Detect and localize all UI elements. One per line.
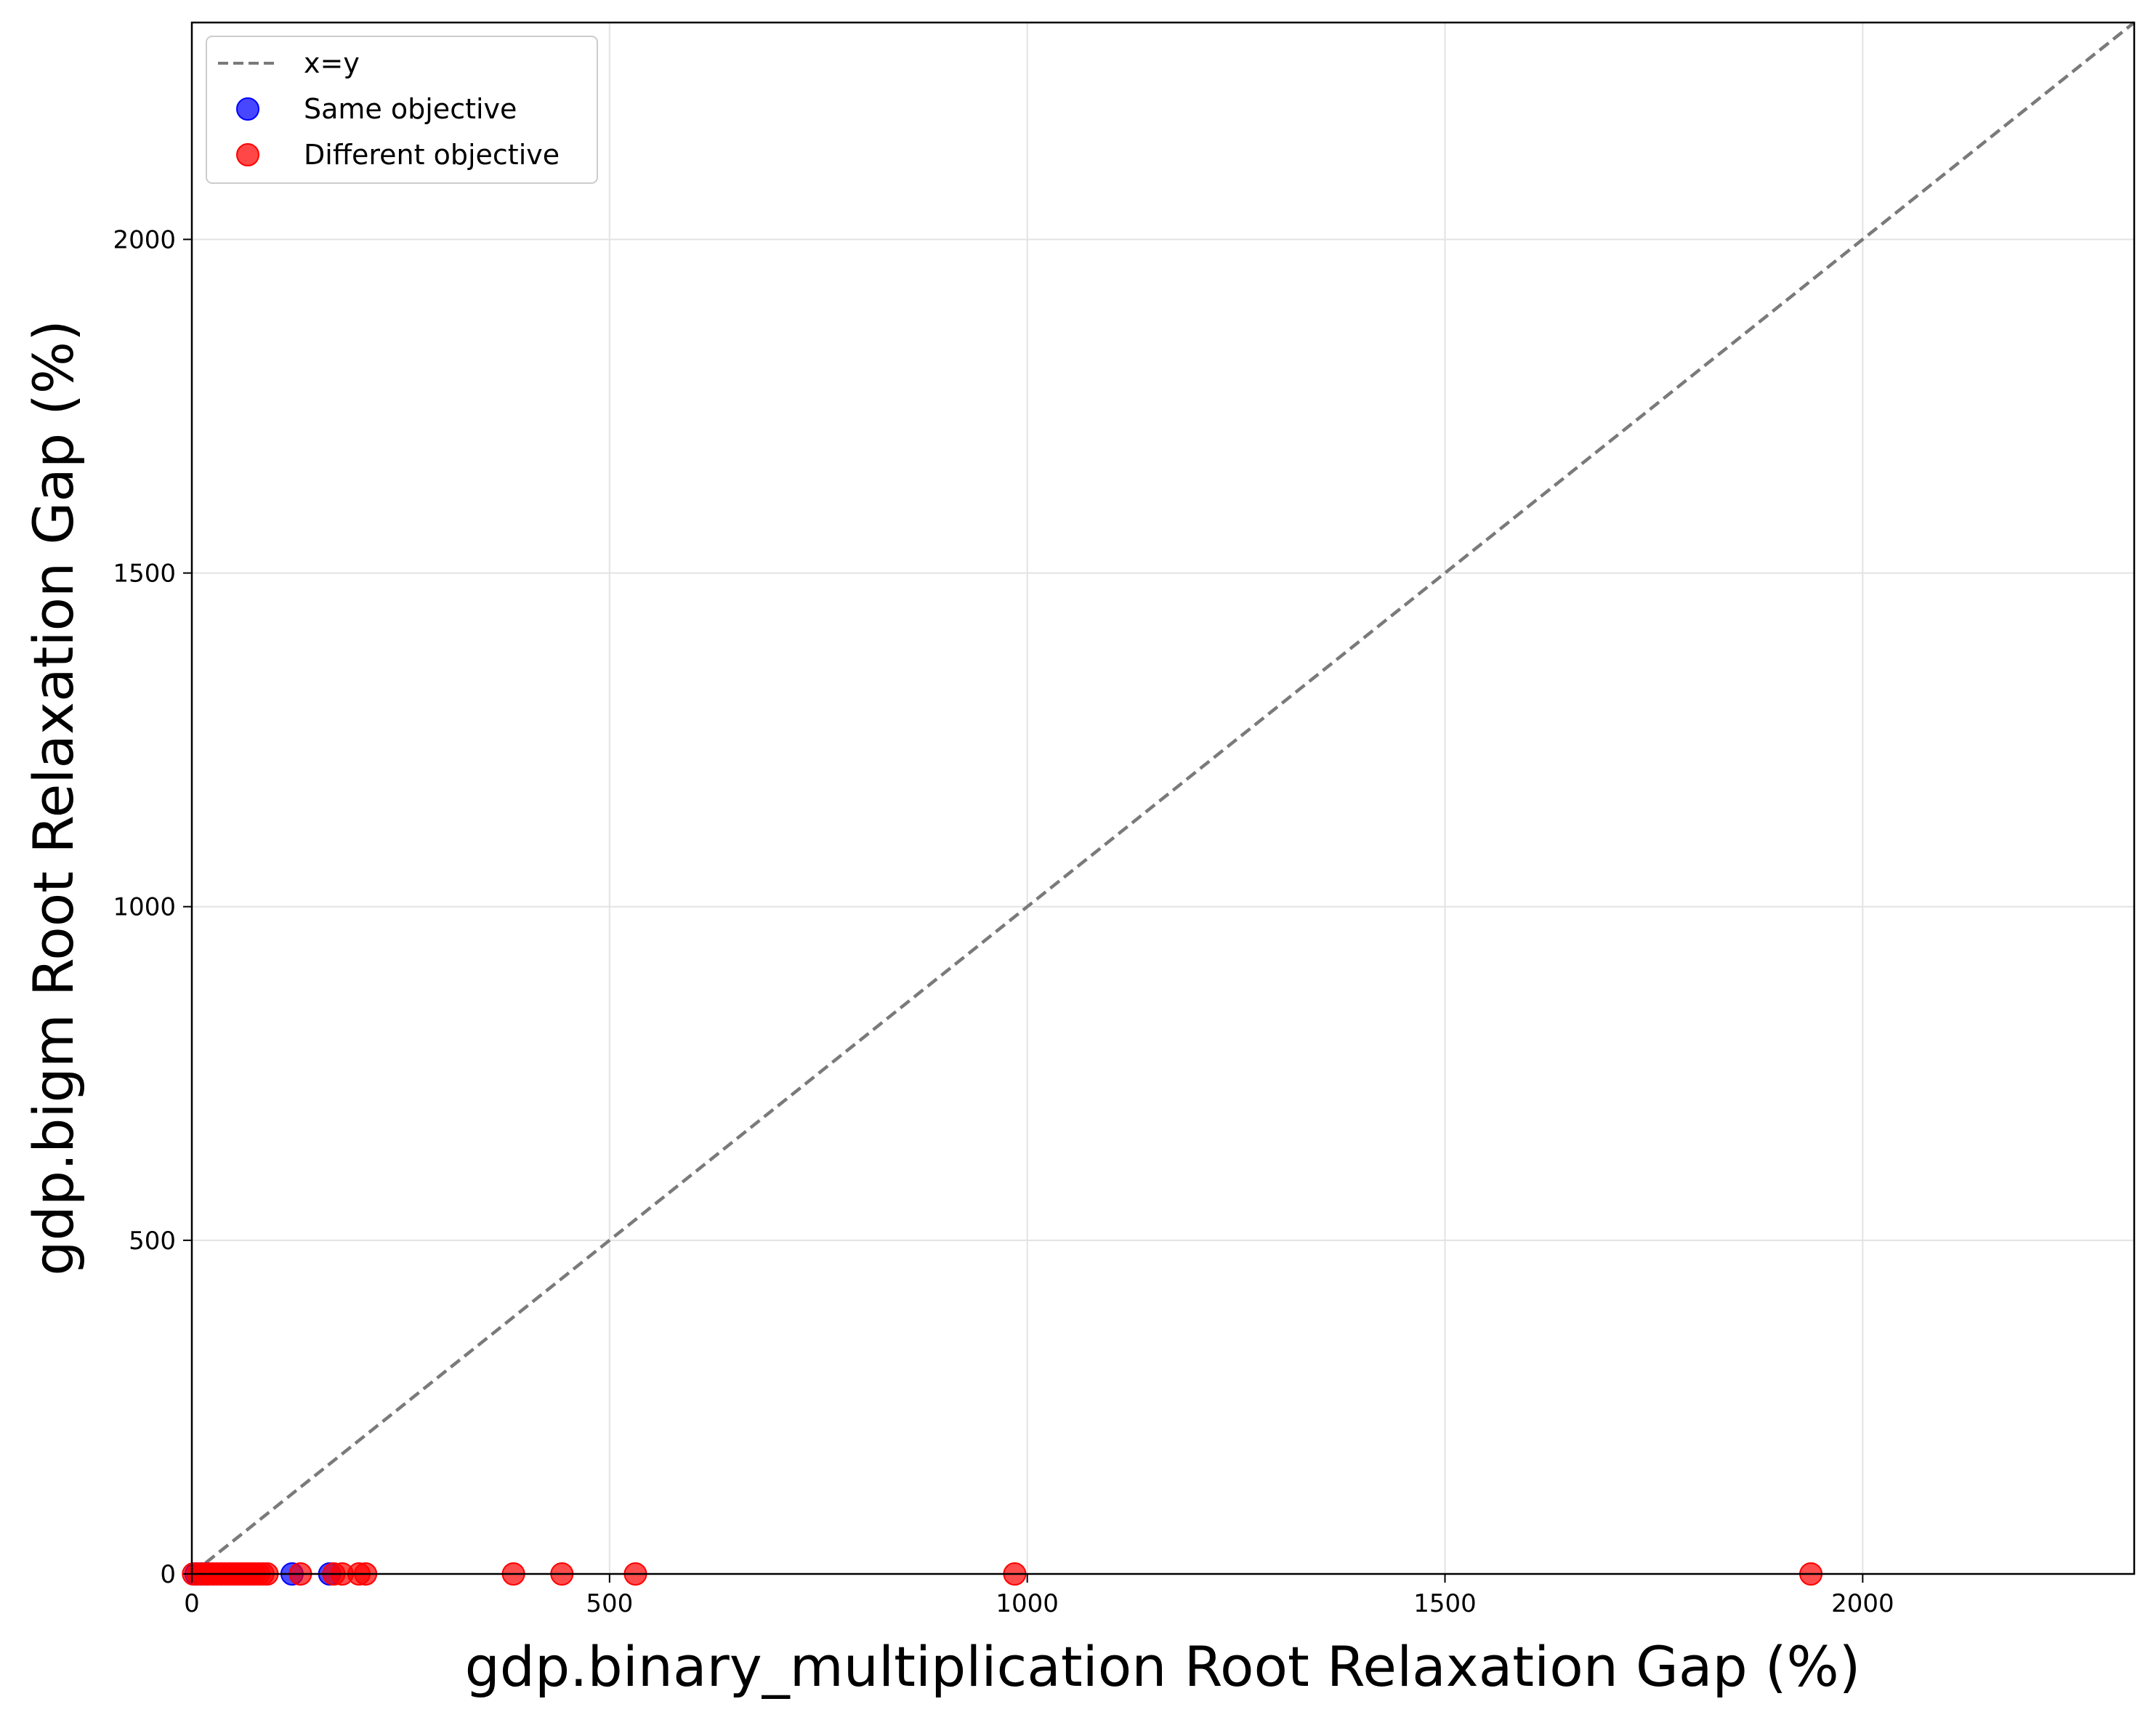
legend-label-same-objective: Same objective [304, 93, 517, 125]
legend: x=y Same objective Different objective [206, 36, 598, 184]
legend-box [206, 36, 598, 184]
x-tick-label: 2000 [1831, 1589, 1894, 1618]
x-tick-label: 1500 [1413, 1589, 1477, 1618]
x-axis-title: gdp.binary_multiplication Root Relaxatio… [465, 1634, 1861, 1699]
x-axis-ticks: 0 500 1000 1500 2000 [184, 1574, 1894, 1618]
y-axis-title: gdp.bigm Root Relaxation Gap (%) [21, 320, 86, 1276]
series-different-objective [182, 1562, 1823, 1586]
legend-marker-different-objective [236, 143, 259, 166]
y-tick-label: 1000 [113, 893, 176, 922]
y-tick-label: 2000 [113, 225, 176, 254]
legend-label-reference: x=y [304, 47, 360, 79]
x-tick-label: 500 [586, 1589, 633, 1618]
y-tick-label: 500 [129, 1227, 176, 1256]
legend-label-different-objective: Different objective [304, 139, 560, 171]
plot-frame [190, 21, 2136, 1575]
y-tick-label: 0 [160, 1560, 176, 1589]
x-tick-label: 0 [184, 1589, 200, 1618]
reference-line-x-equals-y [190, 21, 2136, 1575]
legend-marker-same-objective [236, 97, 259, 121]
x-tick-label: 1000 [996, 1589, 1059, 1618]
y-axis-ticks: 0 500 1000 1500 2000 [113, 225, 192, 1589]
y-tick-label: 1500 [113, 560, 176, 589]
reference-line-layer [190, 21, 2136, 1575]
